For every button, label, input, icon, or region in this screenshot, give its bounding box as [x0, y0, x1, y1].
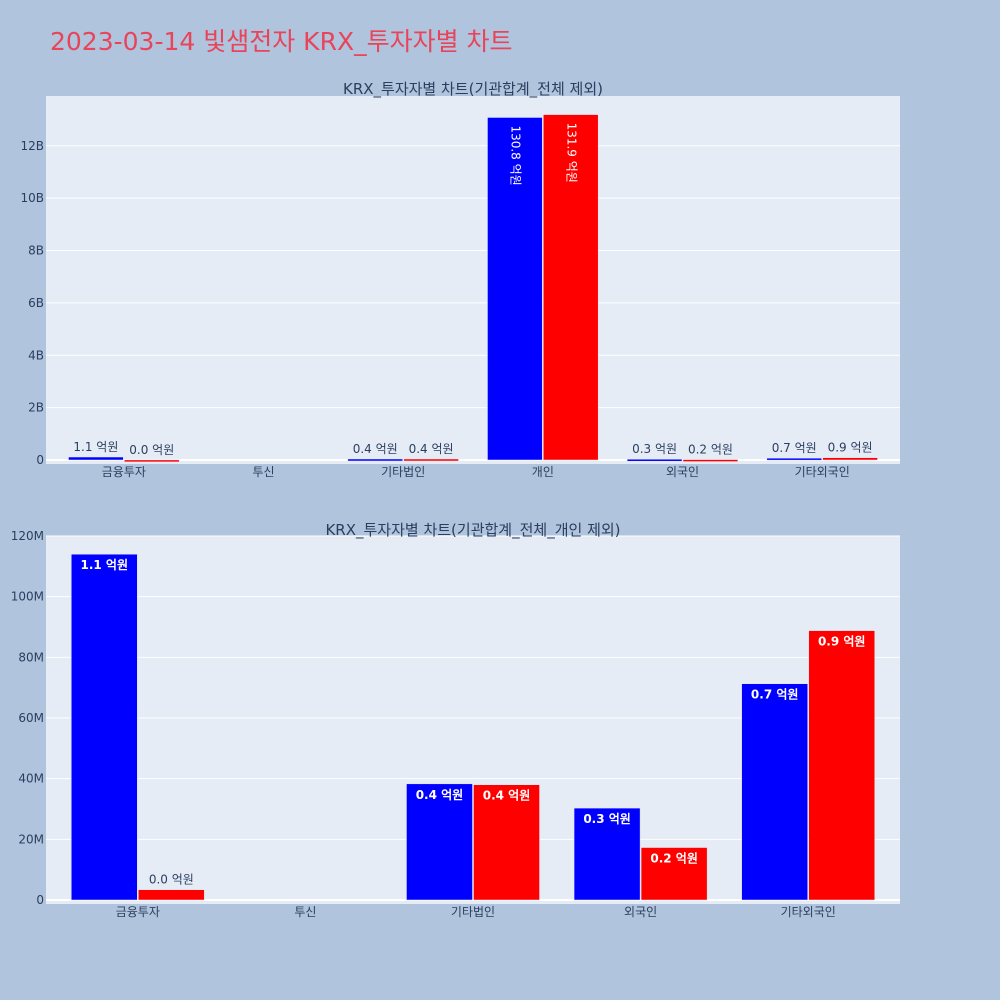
bottom-bar: [573, 807, 641, 901]
top-bar: [682, 459, 739, 462]
bottom-data-label: 0.3 억원: [583, 812, 631, 826]
top-data-label: 0.0 억원: [129, 443, 174, 457]
top-bar: [543, 114, 599, 461]
top-data-label: 131.9 억원: [564, 123, 578, 183]
top-y-tick-label: 12B: [20, 139, 44, 153]
bottom-bar: [406, 783, 473, 901]
bottom-y-tick-label: 80M: [18, 650, 44, 664]
top-plot-area: [46, 96, 900, 464]
bottom-y-tick-label: 60M: [18, 711, 44, 725]
bottom-data-label: 0.4 억원: [416, 788, 464, 802]
top-x-tick-label: 금융투자: [102, 465, 146, 479]
top-y-tick-label: 0: [36, 453, 44, 467]
top-x-tick-label: 기타외국인: [795, 465, 850, 479]
top-bar: [626, 458, 683, 462]
page-title: 2023-03-14 빛샘전자 KRX_투자자별 차트: [50, 27, 513, 56]
top-x-tick-label: 개인: [532, 465, 554, 479]
top-data-label: 0.4 억원: [353, 442, 398, 456]
top-data-label: 0.4 억원: [409, 442, 454, 456]
bottom-y-tick-label: 40M: [18, 772, 44, 786]
bottom-bar: [808, 630, 875, 901]
top-x-tick-label: 외국인: [666, 465, 699, 479]
top-bar: [487, 117, 543, 461]
top-bar: [403, 458, 459, 462]
top-data-label: 0.9 억원: [828, 441, 873, 455]
bottom-y-tick-label: 0: [36, 893, 44, 907]
bottom-data-label: 0.9 억원: [818, 635, 866, 649]
bottom-y-tick-label: 100M: [11, 590, 44, 604]
chart-bottom: 0 20M 40M 60M 80M 100M 120M KRX_투자자별 차트(기관합계_전체…: [11, 521, 900, 919]
bottom-x-tick-label: 기타법인: [451, 905, 495, 919]
bottom-bar: [741, 683, 808, 901]
top-bar: [124, 459, 180, 463]
top-y-tick-label: 6B: [28, 296, 44, 310]
top-y-tick-label: 2B: [28, 401, 44, 415]
bottom-data-label: 1.1 억원: [81, 558, 129, 572]
top-x-tick-label: 투신: [252, 465, 274, 479]
bottom-y-tick-label: 120M: [11, 529, 44, 543]
bottom-data-label: 0.7 억원: [751, 688, 799, 702]
top-bar: [68, 456, 124, 461]
bottom-data-label: 0.4 억원: [483, 789, 531, 803]
bottom-bar: [71, 553, 138, 901]
top-data-label: 0.2 억원: [688, 443, 733, 457]
top-bar: [822, 457, 878, 461]
bottom-x-tick-label: 기타외국인: [781, 905, 836, 919]
bottom-data-label: 0.2 억원: [650, 852, 698, 866]
bottom-x-tick-label: 금융투자: [116, 905, 160, 919]
bottom-chart-title: KRX_투자자별 차트(기관합계_전체_개인 제외): [325, 521, 620, 540]
bottom-bar: [138, 889, 205, 901]
chart-top: 0 2B 4B 6B 8B 10B 12B KRX_투자자별 차트(기관합계_전체 제외) 금융…: [20, 80, 900, 479]
top-data-label: 0.3 억원: [632, 442, 677, 456]
bottom-x-tick-label: 투신: [294, 905, 316, 919]
bottom-y-tick-label: 20M: [18, 832, 44, 846]
top-data-label: 130.8 억원: [508, 125, 522, 185]
top-x-tick-label: 기타법인: [381, 465, 425, 479]
top-y-tick-label: 8B: [28, 244, 44, 258]
bottom-data-label: 0.0 억원: [149, 873, 194, 887]
top-y-tick-label: 10B: [20, 191, 44, 205]
bottom-x-tick-label: 외국인: [624, 905, 657, 919]
bottom-bar: [640, 847, 708, 901]
top-bar: [347, 458, 403, 462]
top-y-tick-label: 4B: [28, 348, 44, 362]
top-data-label: 1.1 억원: [73, 440, 118, 454]
top-data-label: 0.7 억원: [772, 441, 817, 455]
top-bar: [766, 457, 822, 461]
bottom-bar: [473, 784, 540, 901]
top-chart-title: KRX_투자자별 차트(기관합계_전체 제외): [343, 80, 603, 99]
